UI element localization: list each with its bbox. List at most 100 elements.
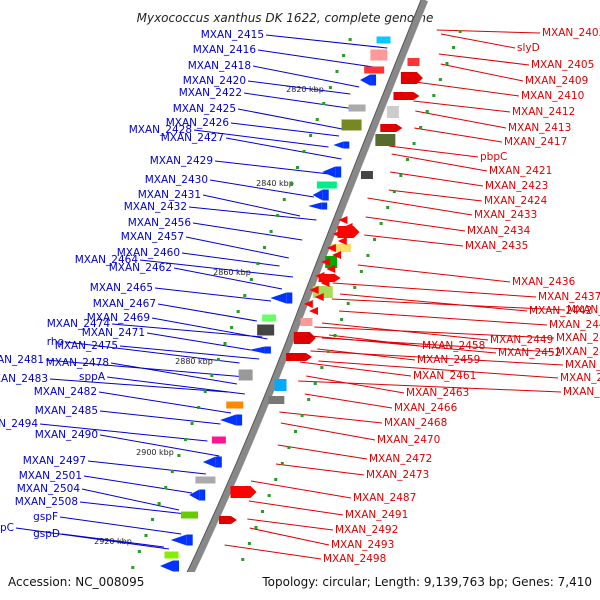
left-gene-label[interactable]: MXAN_2471 xyxy=(82,327,145,339)
right-gene-label[interactable]: MXAN_2451 xyxy=(560,372,600,384)
left-gene-label[interactable]: MXAN_2432 xyxy=(124,201,187,213)
gene-arrow[interactable] xyxy=(332,251,342,259)
gene-arrow[interactable] xyxy=(170,534,187,546)
right-gene-label[interactable]: MXAN_2435 xyxy=(465,240,528,252)
left-gene-label[interactable]: MXAN_2474 xyxy=(47,318,111,330)
left-gene-label[interactable]: MXAN_2418 xyxy=(188,60,251,72)
gene-arrow[interactable] xyxy=(248,346,265,354)
gene-box[interactable] xyxy=(407,58,420,66)
right-gene-label[interactable]: MXAN_2447 xyxy=(565,359,600,371)
left-gene-label[interactable]: MXAN_2478 xyxy=(46,357,109,369)
left-gene-label[interactable]: MXAN_2460 xyxy=(117,247,180,259)
gene-box[interactable] xyxy=(211,436,226,444)
right-gene-label[interactable]: MXAN_2449 xyxy=(490,334,553,346)
gene-arrow[interactable] xyxy=(218,516,237,524)
right-gene-label[interactable]: MXAN_2413 xyxy=(508,122,571,134)
gene-box[interactable] xyxy=(348,104,366,112)
gene-arrow[interactable] xyxy=(326,244,336,252)
gene-box[interactable] xyxy=(238,369,253,381)
right-gene-label[interactable]: MXAN_2421 xyxy=(489,165,552,177)
left-gene-label[interactable]: MXAN_2420 xyxy=(183,75,246,87)
left-gene-label[interactable]: MXAN_2428 xyxy=(129,124,192,136)
left-gene-label[interactable]: gspD xyxy=(33,528,60,540)
left-gene-label[interactable]: MXAN_2464 xyxy=(75,254,139,266)
gene-arrow[interactable] xyxy=(326,265,336,273)
right-gene-label[interactable]: MXAN_2434 xyxy=(467,225,531,237)
right-gene-label[interactable]: MXAN_2423 xyxy=(485,180,548,192)
gene-box[interactable] xyxy=(360,171,373,179)
right-gene-label[interactable]: slyD xyxy=(517,42,540,54)
left-gene-label[interactable]: MXAN_2430 xyxy=(145,174,208,186)
gene-box[interactable] xyxy=(386,106,399,118)
gene-box[interactable] xyxy=(375,134,396,146)
gene-box[interactable] xyxy=(370,49,388,61)
gene-box[interactable] xyxy=(376,36,391,44)
right-gene-label[interactable]: MXAN_2403 xyxy=(542,27,600,39)
gene-arrow[interactable] xyxy=(312,189,323,201)
left-gene-label[interactable]: MXAN_2504 xyxy=(17,483,81,495)
gene-box[interactable] xyxy=(268,396,285,404)
gene-arrow[interactable] xyxy=(308,202,322,210)
left-gene-label[interactable]: MXAN_2497 xyxy=(23,455,86,467)
right-gene-label[interactable]: MXAN_2463 xyxy=(406,387,469,399)
gene-arrow[interactable] xyxy=(202,456,216,468)
left-gene-label[interactable]: MXAN_2469 xyxy=(87,312,150,324)
right-gene-label[interactable]: MXAN_2436 xyxy=(512,276,576,288)
right-gene-label[interactable]: MXAN_2412 xyxy=(512,106,575,118)
gene-box[interactable] xyxy=(364,66,385,74)
right-gene-label[interactable]: pbpC xyxy=(480,151,507,163)
gene-arrow[interactable] xyxy=(333,141,344,149)
left-gene-label[interactable]: MXAN_2431 xyxy=(138,189,201,201)
gene-box[interactable] xyxy=(330,244,351,252)
gene-arrow[interactable] xyxy=(337,237,347,245)
left-gene-label[interactable]: rho xyxy=(47,336,64,348)
left-gene-label[interactable]: MXAN_2456 xyxy=(128,217,192,229)
gene-arrow[interactable] xyxy=(400,72,423,84)
right-gene-label[interactable]: MXAN_2472 xyxy=(369,453,432,465)
right-gene-label[interactable]: MXAN_2424 xyxy=(484,195,548,207)
gene-arrow[interactable] xyxy=(322,166,336,178)
left-gene-label[interactable]: MXAN_2501 xyxy=(19,470,82,482)
gene-box[interactable] xyxy=(274,379,287,391)
gene-arrow[interactable] xyxy=(230,486,257,498)
gene-arrow[interactable] xyxy=(332,230,342,238)
left-gene-label[interactable]: MXAN_2483 xyxy=(0,373,48,385)
right-gene-label[interactable]: MXAN_2498 xyxy=(323,553,386,565)
right-gene-label[interactable]: MXAN_2470 xyxy=(377,434,440,446)
gene-arrow[interactable] xyxy=(293,332,316,344)
left-gene-label[interactable]: MXAN_2465 xyxy=(90,282,153,294)
gene-box[interactable] xyxy=(226,401,244,409)
right-gene-label[interactable]: MXAN_2492 xyxy=(335,524,398,536)
right-gene-label[interactable]: MXAN_2443 xyxy=(556,332,600,344)
left-gene-label[interactable]: MXAN_2416 xyxy=(193,44,257,56)
right-gene-label[interactable]: MXAN_2409 xyxy=(525,75,588,87)
gene-arrow[interactable] xyxy=(303,300,313,308)
gene-box[interactable] xyxy=(257,324,275,336)
right-gene-label[interactable]: MXAN_2455 xyxy=(563,386,600,398)
right-gene-label[interactable]: MXAN_2445 xyxy=(556,346,600,358)
left-gene-label[interactable]: MXAN_2467 xyxy=(93,298,156,310)
gene-arrow[interactable] xyxy=(393,92,420,100)
gene-arrow[interactable] xyxy=(338,216,348,224)
left-gene-label[interactable]: MXAN_2422 xyxy=(179,87,242,99)
gene-box[interactable] xyxy=(262,314,277,322)
left-gene-label[interactable]: MXAN_2462 xyxy=(109,262,172,274)
left-gene-label[interactable]: MXAN_2482 xyxy=(34,386,97,398)
right-gene-label[interactable]: MXAN_2459 xyxy=(417,354,480,366)
right-gene-label[interactable]: MXAN_2493 xyxy=(331,539,394,551)
right-gene-label[interactable]: MXAN_2452 xyxy=(498,347,561,359)
right-gene-label[interactable]: MXAN_2410 xyxy=(521,90,584,102)
right-gene-label[interactable]: MXAN_2433 xyxy=(474,209,537,221)
gene-arrow[interactable] xyxy=(286,353,313,361)
gene-arrow[interactable] xyxy=(220,414,237,426)
left-gene-label[interactable]: MXAN_2457 xyxy=(121,231,184,243)
left-gene-label[interactable]: MXAN_2426 xyxy=(166,117,230,129)
gene-box[interactable] xyxy=(164,551,179,559)
right-gene-label[interactable]: MXAN_2405 xyxy=(531,59,594,71)
gene-arrow[interactable] xyxy=(309,286,319,294)
right-gene-label[interactable]: MXAN_2468 xyxy=(384,417,447,429)
left-gene-label[interactable]: MXAN_2427 xyxy=(161,132,224,144)
right-gene-label[interactable]: MXAN_2491 xyxy=(345,509,408,521)
left-gene-label[interactable]: MXAN_2481 xyxy=(0,354,44,366)
gene-arrow[interactable] xyxy=(159,560,173,572)
